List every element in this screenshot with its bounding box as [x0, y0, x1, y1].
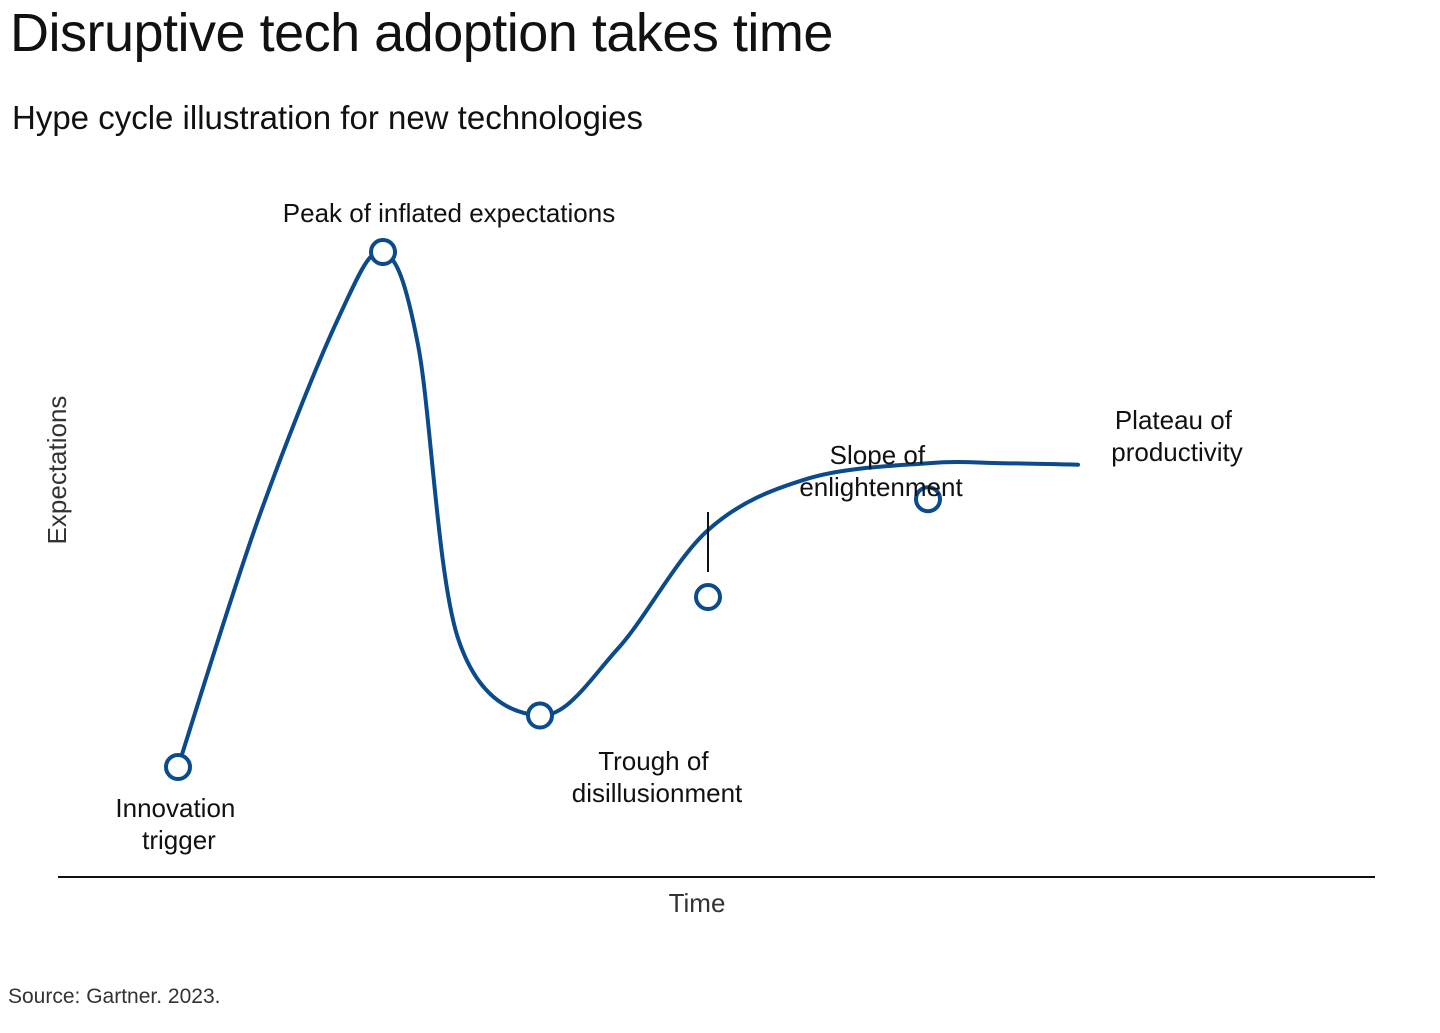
marker-slope-of-enlightenment	[694, 583, 722, 611]
source-note: Source: Gartner. 2023.	[8, 985, 221, 1008]
hype-curve-line	[176, 249, 1080, 769]
chart-subtitle: Hype cycle illustration for new technolo…	[12, 99, 643, 136]
label-innovation-trigger: Innovation trigger	[115, 793, 242, 855]
label-slope-of-enlightenment: Slope of enlightenment	[799, 440, 963, 502]
chart-title: Disruptive tech adoption takes time	[10, 3, 833, 63]
label-plateau-of-productivity: Plateau of productivity	[1111, 405, 1243, 467]
marker-trough-of-disillusionment	[526, 701, 554, 730]
label-trough-of-disillusionment: Trough of disillusionment	[572, 746, 743, 808]
y-axis-label: Expectations	[42, 396, 72, 545]
label-peak-of-inflated-expectations: Peak of inflated expectations	[283, 198, 615, 228]
x-axis-label: Time	[669, 888, 726, 918]
marker-plateau-of-productivity	[914, 485, 942, 514]
marker-innovation-trigger	[164, 753, 192, 781]
marker-peak-of-inflated-expectations	[369, 238, 397, 266]
